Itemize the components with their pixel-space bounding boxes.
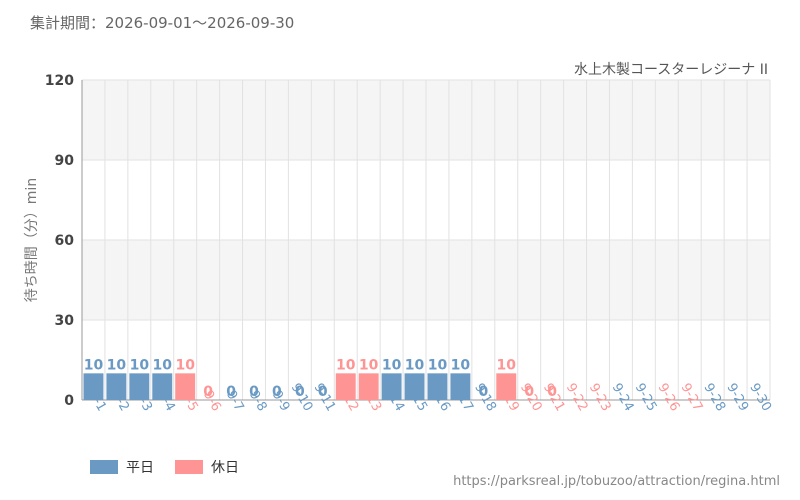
bar-value-label: 10: [153, 357, 173, 373]
bars: [83, 373, 517, 400]
bar[interactable]: [129, 373, 150, 400]
bar[interactable]: [427, 373, 448, 400]
y-tick-label: 60: [55, 233, 75, 249]
bar[interactable]: [175, 373, 196, 400]
y-axis-label: 待ち時間（分）min: [24, 178, 40, 302]
bar-value-label: 0: [226, 384, 236, 400]
bar-value-label: 0: [272, 384, 282, 400]
y-tick-label: 90: [55, 153, 75, 169]
bar-value-label: 10: [130, 357, 150, 373]
y-tick-label: 0: [64, 393, 74, 409]
y-tick-label: 120: [45, 73, 74, 89]
bar-value-label: 10: [405, 357, 425, 373]
bar[interactable]: [496, 373, 517, 400]
bar-value-label: 10: [175, 357, 195, 373]
legend-holiday[interactable]: 休日: [175, 457, 239, 477]
bar-value-label: 10: [84, 357, 104, 373]
bar[interactable]: [335, 373, 356, 400]
bar[interactable]: [450, 373, 471, 400]
bar-value-label: 0: [203, 384, 213, 400]
bar[interactable]: [152, 373, 173, 400]
source-url: https://parksreal.jp/tobuzoo/attraction/…: [453, 474, 780, 489]
bar[interactable]: [358, 373, 379, 400]
legend-weekday-swatch: [90, 460, 118, 474]
bar-value-label: 10: [497, 357, 517, 373]
bar[interactable]: [404, 373, 425, 400]
bar-value-label: 0: [547, 384, 557, 400]
chart-title: 水上木製コースターレジーナ II: [574, 62, 768, 78]
period-label: 集計期間：2026-09-01～2026-09-30: [30, 14, 295, 32]
bar-value-label: 0: [478, 384, 488, 400]
bar-value-label: 0: [249, 384, 259, 400]
legend-weekday-label: 平日: [126, 460, 154, 476]
bar-value-label: 10: [107, 357, 127, 373]
axes: 0 30 60 90 120: [45, 73, 770, 409]
bar[interactable]: [83, 373, 104, 400]
y-tick-label: 30: [55, 313, 75, 329]
legend-holiday-label: 休日: [211, 460, 239, 476]
bar-value-label: 10: [428, 357, 448, 373]
bar-value-label: 10: [451, 357, 471, 373]
bar[interactable]: [106, 373, 127, 400]
bar-value-label: 10: [382, 357, 402, 373]
bar-value-label: 0: [295, 384, 305, 400]
bar-value-label: 0: [318, 384, 328, 400]
bar-value-label: 10: [336, 357, 356, 373]
legend-weekday[interactable]: 平日: [90, 457, 154, 477]
bar-value-label: 10: [359, 357, 379, 373]
legend-holiday-swatch: [175, 460, 203, 474]
bar[interactable]: [381, 373, 402, 400]
bar-value-label: 0: [524, 384, 534, 400]
